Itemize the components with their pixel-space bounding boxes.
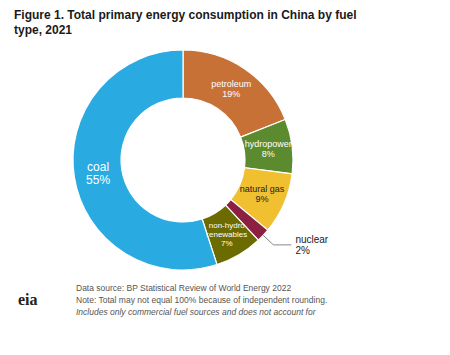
html-text:type, 2021: type, 2021 <box>14 23 72 37</box>
svg-text:hydropower8%: hydropower8% <box>245 139 292 159</box>
svg-text:natural gas9%: natural gas9% <box>240 184 285 204</box>
svg-text:coal55%: coal55% <box>86 160 110 187</box>
html-text:Note: Total may not equal 100%: Note: Total may not equal 100% because o… <box>76 295 328 305</box>
html-text:Data source: BP Statistical Re: Data source: BP Statistical Review of Wo… <box>76 283 292 293</box>
svg-text:nuclear2%: nuclear2% <box>295 234 328 256</box>
svg-text:non-hydrorenewables7%: non-hydrorenewables7% <box>206 221 247 248</box>
html-text:Includes only commercial fuel: Includes only commercial fuel sources an… <box>76 307 316 317</box>
html-text:Figure 1. Total primary energy: Figure 1. Total primary energy consumpti… <box>14 8 357 22</box>
html-text:eia: eia <box>18 291 38 308</box>
svg-text:petroleum19%: petroleum19% <box>211 79 251 99</box>
